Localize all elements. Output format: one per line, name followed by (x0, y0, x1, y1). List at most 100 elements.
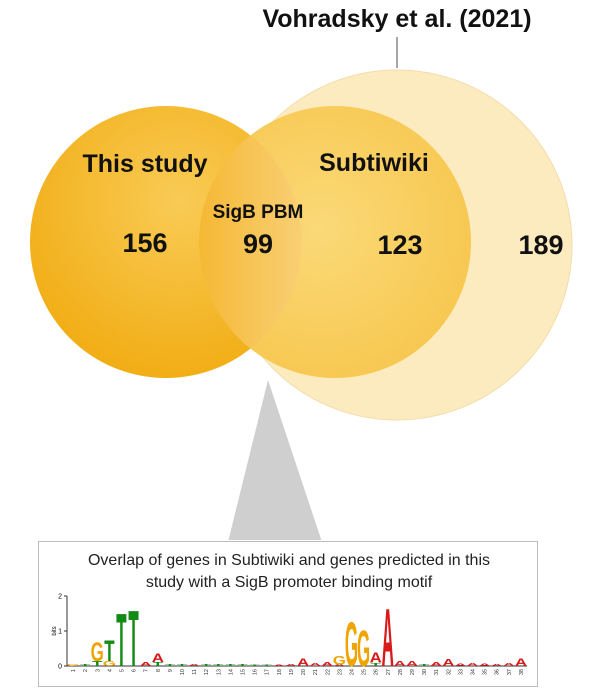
logo-position-label: 8 (156, 669, 162, 672)
logo-letter-T: T (213, 664, 224, 667)
logo-letter-A: A (297, 656, 309, 668)
logo-position-label: 25 (362, 669, 368, 675)
logo-position-label: 21 (313, 669, 319, 675)
logo-letter-A: A (454, 663, 466, 667)
logo-letter-A: A (321, 661, 333, 667)
logo-letter-T: T (419, 664, 430, 667)
logo-letter-A: A (503, 662, 515, 667)
logo-letter-T: T (237, 664, 248, 667)
this-study-label: This study (82, 150, 207, 178)
logo-position-label: 7 (144, 669, 150, 672)
subtiwiki-count: 123 (377, 230, 422, 260)
logo-letter-T: T (225, 664, 236, 667)
logo-position-label: 2 (83, 669, 89, 672)
logo-letter-G: G (103, 659, 116, 667)
logo-position-label: 6 (132, 669, 138, 672)
logo-position-label: 3 (95, 669, 101, 672)
logo-position-label: 19 (289, 669, 295, 675)
logo-position-label: 26 (374, 669, 380, 675)
logo-letter-T: T (128, 595, 138, 684)
logo-position-label: 37 (507, 669, 513, 675)
logo-letter-T: T (371, 662, 382, 667)
logo-letter-A: A (479, 663, 491, 667)
logo-position-label: 28 (398, 669, 404, 675)
overlap-count: 99 (243, 229, 273, 259)
logo-letter-T: T (104, 635, 115, 668)
logo-position-label: 14 (228, 669, 234, 675)
logo-y-tick-label: 2 (58, 594, 62, 601)
logo-letter-T: T (177, 664, 188, 667)
logo-position-label: 24 (349, 669, 355, 675)
logo-letter-T: T (201, 664, 212, 667)
logo-letter-A: A (491, 664, 504, 667)
logo-letter-G: G (91, 637, 104, 667)
logo-position-label: 23 (337, 669, 343, 675)
logo-letter-A: A (273, 665, 286, 667)
logo-letter-A: A (442, 658, 454, 669)
logo-letter-A: A (394, 659, 407, 667)
logo-letter-G: G (333, 654, 346, 667)
logo-letter-A: A (406, 659, 419, 667)
logo-letter-A: A (309, 662, 321, 667)
logo-position-labels: 1 2 3 4 5 6 7 8 9 10 11 12 13 14 15 16 17 18 19 20 21 22 23 24 2… (71, 669, 525, 675)
logo-position-label: 35 (483, 669, 489, 675)
vohradsky-count: 189 (518, 230, 563, 260)
logo-y-axis-label: bits (52, 626, 58, 635)
logo-position-label: 1 (71, 669, 77, 672)
logo-position-label: 27 (386, 669, 392, 675)
logo-position-label: 29 (410, 669, 416, 675)
logo-position-label: 20 (301, 669, 307, 675)
logo-letter-G: G (357, 622, 370, 678)
logo-position-label: 9 (168, 669, 174, 672)
logo-letter-T: T (249, 665, 260, 667)
logo-letter-A: A (333, 664, 346, 667)
logo-axis: bits 2 1 0 (52, 594, 527, 671)
logo-position-label: 22 (325, 669, 331, 675)
logo-y-tick-label: 1 (58, 629, 62, 636)
logo-y-tick-label: 0 (58, 664, 62, 671)
logo-position-label: 5 (119, 669, 125, 672)
logo-position-label: 34 (471, 669, 477, 675)
logo-position-label: 10 (180, 669, 186, 675)
caption-text: Overlap of genes in Subtiwiki and genes … (87, 552, 490, 591)
citation-label: Vohradsky et al. (2021) (262, 5, 531, 33)
logo-letter-A: A (152, 652, 165, 665)
logo-position-label: 13 (216, 669, 222, 675)
logo-position-label: 17 (265, 669, 271, 675)
logo-letter-G: G (345, 609, 358, 680)
callout-wedge (228, 380, 322, 540)
overlap-region (199, 106, 302, 378)
logo-letter-T: T (262, 665, 273, 667)
logo-letter-G: G (66, 663, 79, 666)
logo-position-label: 33 (458, 669, 464, 675)
logo-position-label: 30 (422, 669, 428, 675)
logo-letter-T: T (80, 664, 91, 667)
logo-position-label: 15 (241, 669, 247, 675)
logo-position-label: 31 (434, 669, 440, 675)
logo-letter-A: A (188, 664, 201, 667)
caption-box: Overlap of genes in Subtiwiki and genes … (38, 541, 538, 687)
logo-letter-A: A (466, 662, 478, 667)
logo-letter-A: A (140, 661, 152, 667)
logo-letter-T: T (92, 659, 102, 667)
logo-letter-T: T (165, 664, 176, 667)
logo-letter-A: A (370, 650, 382, 666)
logo-letter-A: A (285, 664, 298, 667)
logo-position-label: 4 (107, 669, 113, 672)
venn-diagram: Vohradsky et al. (2021) This study 156 S… (30, 5, 573, 540)
logo-position-label: 11 (192, 669, 198, 675)
subtiwiki-label: Subtiwiki (319, 149, 429, 177)
logo-letter-T: T (116, 598, 126, 682)
logo-position-label: 36 (495, 669, 501, 675)
logo-position-label: 12 (204, 669, 210, 675)
logo-letter-T: T (153, 661, 164, 667)
logo-letter-A: A (515, 656, 527, 668)
this-study-count: 156 (122, 228, 167, 258)
logo-position-label: 16 (253, 669, 259, 675)
logo-letter-A: A (382, 591, 394, 684)
logo-position-label: 38 (519, 669, 525, 675)
logo-position-label: 32 (446, 669, 452, 675)
overlap-label: SigB PBM (213, 202, 304, 223)
